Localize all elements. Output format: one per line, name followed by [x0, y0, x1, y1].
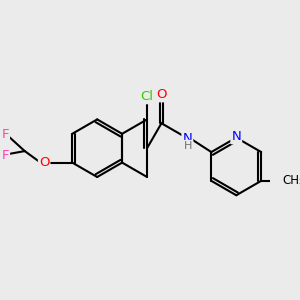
Text: H: H [184, 141, 192, 151]
Text: N: N [182, 132, 192, 145]
Text: O: O [156, 88, 167, 101]
Text: F: F [2, 149, 9, 162]
Text: N: N [231, 130, 241, 143]
Text: O: O [39, 156, 50, 169]
Text: F: F [2, 128, 9, 141]
Text: CH₃: CH₃ [282, 174, 300, 188]
Text: Cl: Cl [141, 90, 154, 103]
